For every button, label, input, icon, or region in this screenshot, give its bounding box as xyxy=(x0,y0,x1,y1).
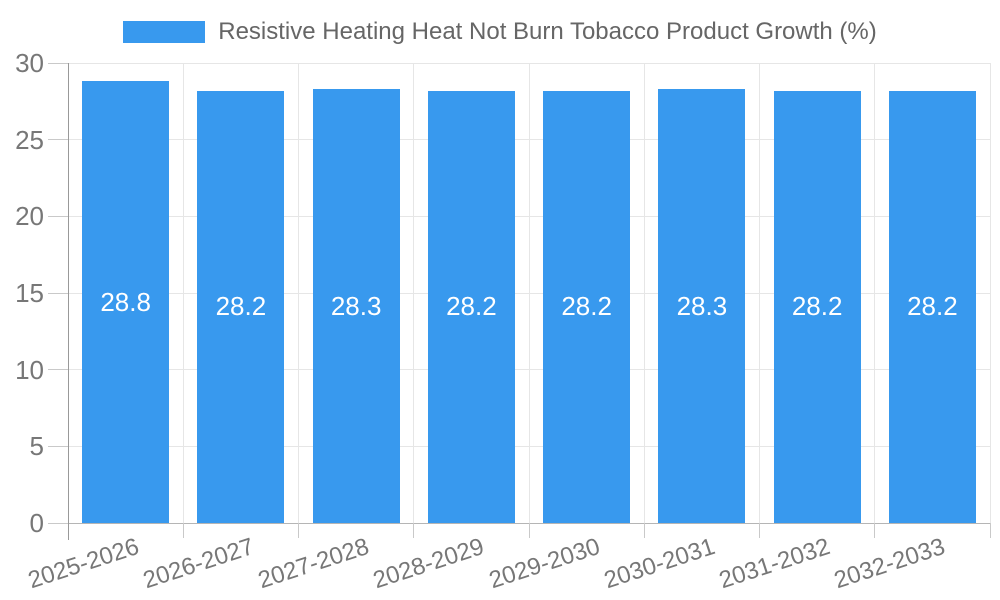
gridline-vertical xyxy=(759,63,760,523)
bar[interactable]: 28.2 xyxy=(427,90,515,523)
y-tick-mark xyxy=(48,522,68,524)
y-tick-label: 20 xyxy=(15,201,44,232)
bar[interactable]: 28.2 xyxy=(888,90,976,523)
bar[interactable]: 28.2 xyxy=(543,90,631,523)
y-tick-label: 5 xyxy=(29,431,44,462)
bar-value-label: 28.2 xyxy=(791,291,843,322)
bar[interactable]: 28.8 xyxy=(82,81,170,523)
gridline-vertical xyxy=(182,63,184,523)
bar-value-label: 28.3 xyxy=(676,290,728,321)
y-tick-mark xyxy=(48,292,68,294)
y-tick-label: 25 xyxy=(15,124,44,155)
x-tick-mark xyxy=(989,523,991,538)
bar-value-label: 28.2 xyxy=(907,291,958,322)
gridline-vertical xyxy=(643,63,645,523)
y-axis-line xyxy=(67,63,69,540)
y-tick-mark xyxy=(48,215,68,217)
bar-value-label: 28.3 xyxy=(330,290,382,321)
bar-value-label: 28.8 xyxy=(100,286,151,317)
legend-swatch xyxy=(123,21,206,43)
bar[interactable]: 28.3 xyxy=(312,89,400,523)
bar[interactable]: 28.3 xyxy=(658,89,746,523)
gridline-vertical xyxy=(413,63,415,523)
bar-value-label: 28.2 xyxy=(561,291,612,322)
gridline-vertical xyxy=(989,63,991,523)
y-tick-mark xyxy=(48,62,68,64)
legend-label: Resistive Heating Heat Not Burn Tobacco … xyxy=(218,18,877,45)
plot-area: 28.8 28.2 28.3 28.2 28.2 28.3 28.2 28.2 xyxy=(68,62,991,524)
y-tick-label: 30 xyxy=(15,48,44,78)
bar[interactable]: 28.2 xyxy=(197,90,285,523)
y-tick-mark xyxy=(48,139,68,141)
x-tick-mark xyxy=(759,523,760,538)
y-tick-label: 10 xyxy=(15,354,44,385)
x-tick-mark xyxy=(528,523,530,538)
x-tick-mark xyxy=(643,523,645,538)
y-tick-label: 15 xyxy=(15,278,44,308)
bar-value-label: 28.2 xyxy=(446,291,497,322)
x-tick-mark xyxy=(298,523,299,538)
chart-legend[interactable]: Resistive Heating Heat Not Burn Tobacco … xyxy=(0,18,1000,46)
gridline-vertical xyxy=(298,63,299,523)
x-tick-mark xyxy=(182,523,184,538)
y-tick-mark xyxy=(48,445,68,447)
bar-value-label: 28.2 xyxy=(215,291,267,322)
gridline-vertical xyxy=(874,63,876,523)
x-tick-mark xyxy=(413,523,415,538)
x-tick-mark xyxy=(874,523,876,538)
y-tick-label: 0 xyxy=(29,508,44,538)
bar[interactable]: 28.2 xyxy=(773,90,861,523)
gridline-vertical xyxy=(528,63,530,523)
y-tick-mark xyxy=(48,369,68,371)
